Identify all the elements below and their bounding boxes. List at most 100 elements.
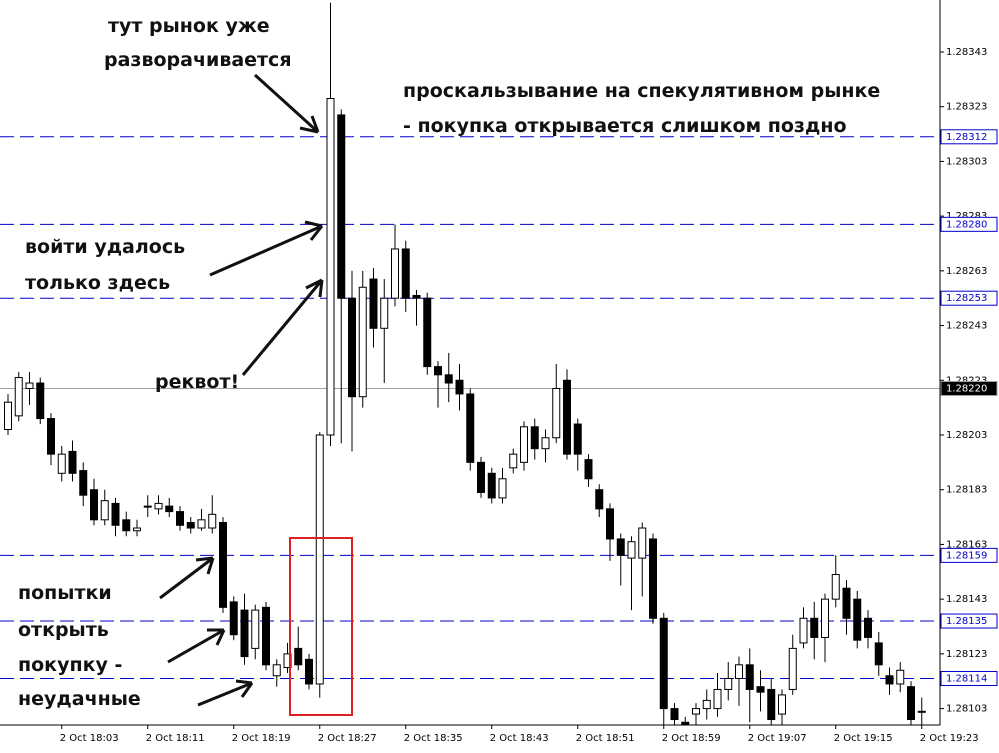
candle-body [509,453,518,469]
annotation: тут рынок уже [108,15,270,37]
x-tick-label: 2 Oct 18:43 [490,733,549,744]
arrow [159,556,215,600]
candle-body [788,647,797,690]
candle-body [735,664,743,679]
level-label-box [940,547,998,563]
candle-body [842,587,851,619]
level-label: 1.28135 [946,616,987,627]
candle-body [627,541,636,559]
level-label-box [940,290,998,306]
candle-body [573,423,582,455]
annotation: - покупка открывается слишком поздно [403,115,847,137]
candle-body [487,472,496,499]
level-label: 1.28114 [946,673,987,684]
y-tick-label: 1.28183 [946,485,987,496]
x-tick-label: 2 Oct 18:51 [576,733,635,744]
arrow [167,628,226,664]
y-tick-label: 1.28283 [946,211,987,222]
level-label-box [940,670,998,686]
y-tick-label: 1.28243 [946,321,987,332]
candle-body [219,522,227,608]
candle-body [649,538,657,619]
candle-body [208,513,217,529]
candle-body [337,114,346,299]
candle-body [563,379,571,455]
candle-body [305,658,313,685]
candle-body [713,688,722,710]
x-tick-label: 2 Oct 18:11 [146,733,205,744]
candle-body [520,426,528,463]
candle-body [756,686,765,693]
level-label-box [940,613,998,629]
level-label-box [940,129,998,145]
candle-body [240,609,249,658]
level-label: 1.28253 [946,293,987,304]
level-label-box [940,380,998,396]
candle-body [401,248,410,299]
x-tick-label: 2 Oct 18:59 [662,733,721,744]
x-tick-label: 2 Oct 19:07 [748,733,807,744]
candle-body [724,677,733,690]
annotation: попытки [18,582,112,604]
candle-body [917,710,926,713]
candle-body [455,379,464,395]
level-label: 1.28220 [946,383,987,394]
y-tick-label: 1.28163 [946,539,987,550]
candle-body [251,609,260,649]
candle-body [90,489,98,521]
candle-body [670,708,679,721]
arrow [209,220,324,277]
candle-body [176,511,184,526]
candle-body [369,278,378,329]
candle-body [326,97,335,436]
candle-body [864,617,872,638]
annotation: открыть [18,619,109,641]
level-label: 1.28280 [946,219,987,230]
candle-body [745,664,754,690]
candle-body [552,387,561,439]
candle-body [767,688,776,721]
candle-body [262,606,270,666]
x-tick-label: 2 Oct 18:27 [318,733,377,744]
candle-body [477,461,485,493]
candle-body [692,708,700,715]
candle-body [799,617,808,644]
candle-body [4,401,12,431]
candle-body [896,669,905,685]
annotation: войти удалось [25,236,185,258]
annotation: только здесь [25,272,170,294]
candle-body [229,601,238,636]
arrow [197,679,254,707]
x-tick-label: 2 Oct 19:23 [920,733,979,744]
candle-body [434,366,442,376]
y-tick-label: 1.28203 [946,430,987,441]
x-tick-label: 2 Oct 19:15 [834,733,893,744]
candle-body [853,598,862,641]
candle-body [358,286,367,398]
arrows [159,73,324,707]
candle-body [606,508,614,540]
x-tick-label: 2 Oct 18:03 [60,733,119,744]
candle-body [68,450,77,474]
arrow [241,278,324,376]
level-label: 1.28159 [946,550,987,561]
candle-body [907,686,915,721]
candle-body [79,470,88,496]
candle-body [186,522,195,529]
annotation: разворачивается [104,49,292,71]
level-label-box [940,216,998,232]
candle-body [122,519,131,532]
candle-body [154,502,163,510]
candle-body [810,617,819,638]
candle-body [584,459,593,480]
candle-body [36,382,45,420]
candle-body [272,664,281,677]
candle-body [616,538,625,556]
candle-body [294,647,303,666]
candle-body [444,374,453,384]
candle-body [315,434,324,685]
candle-body [111,502,120,526]
candle-body [831,574,840,600]
candle-body [25,382,34,389]
